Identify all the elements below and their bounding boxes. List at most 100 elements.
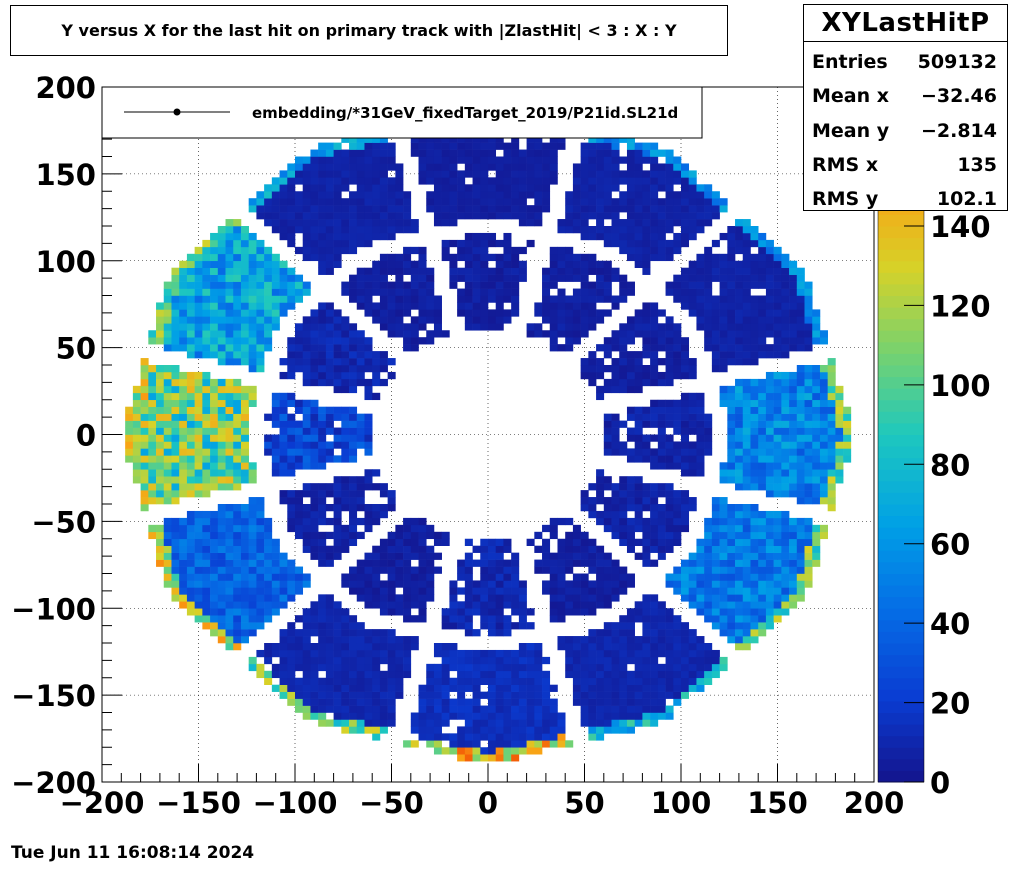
heat-cell (140, 371, 149, 380)
heat-cell (217, 309, 226, 317)
heat-cell (325, 684, 334, 692)
heat-cell (441, 698, 450, 706)
heat-cell (765, 392, 774, 401)
heat-cell (773, 344, 782, 352)
heat-cell (572, 163, 581, 171)
heat-cell (349, 476, 358, 484)
heat-cell (217, 378, 226, 387)
heat-cell (217, 434, 226, 442)
heat-cell (711, 566, 720, 574)
heat-cell (796, 392, 805, 401)
heat-cell (410, 302, 419, 310)
heat-cell (349, 239, 358, 248)
heat-cell (472, 288, 481, 296)
heat-cell (310, 239, 319, 248)
heat-cell (480, 253, 489, 262)
heat-cell (488, 698, 497, 706)
heat-cell (341, 490, 350, 498)
heat-cell (735, 601, 744, 609)
heat-cell (186, 490, 195, 498)
heat-cell (688, 392, 697, 401)
heat-cell (804, 392, 813, 401)
heat-cell (426, 580, 435, 588)
heat-cell (333, 615, 342, 623)
heat-cell (403, 309, 412, 317)
heat-cell (202, 253, 211, 262)
heat-cell (835, 455, 844, 463)
heat-cell (341, 239, 350, 248)
heat-cell (735, 462, 744, 470)
heat-cell (681, 691, 690, 699)
heat-cell (395, 601, 404, 609)
heat-cell (580, 198, 589, 206)
heat-cell (148, 434, 157, 442)
heat-cell (364, 726, 373, 734)
heat-cell (642, 198, 651, 206)
heat-cell (742, 629, 751, 637)
heat-cell (673, 351, 682, 359)
heat-cell (395, 177, 404, 185)
heat-cell (681, 663, 690, 672)
heat-cell (742, 246, 751, 255)
heat-cell (125, 413, 134, 421)
heat-cell (310, 309, 319, 317)
heat-cell (233, 420, 242, 428)
heat-cell (580, 531, 589, 540)
heat-cell (333, 309, 342, 317)
heat-cell (603, 670, 612, 679)
heat-cell (765, 267, 774, 275)
heat-cell (796, 413, 805, 421)
heat-cell (626, 476, 635, 484)
heat-cell (403, 198, 412, 206)
heat-cell (395, 580, 404, 588)
heat-cell (534, 330, 543, 338)
heat-cell (488, 587, 497, 595)
heat-cell (464, 316, 473, 324)
heat-cell (240, 344, 249, 352)
heat-cell (773, 351, 782, 359)
heat-cell (580, 274, 589, 282)
heat-cell (202, 615, 211, 623)
heat-cell (781, 455, 790, 463)
heat-cell (349, 719, 358, 727)
heat-cell (194, 246, 203, 255)
y-tick-label: −100 (11, 592, 96, 626)
heat-cell (619, 205, 628, 213)
heat-cell (727, 587, 736, 595)
heat-cell (403, 538, 412, 546)
heat-cell (549, 135, 558, 143)
heat-cell (488, 267, 497, 275)
heat-cell (356, 587, 365, 595)
heat-cell (534, 719, 543, 727)
heat-cell (634, 719, 643, 727)
heat-cell (812, 490, 821, 498)
heat-cell (642, 552, 651, 560)
heat-cell (603, 517, 612, 526)
heat-cell (495, 712, 504, 720)
heat-cell (580, 170, 589, 178)
heat-cell (171, 538, 180, 546)
heat-cell (364, 351, 373, 359)
heat-cell (379, 232, 388, 241)
heat-cell (727, 344, 736, 352)
heat-cell (580, 573, 589, 581)
heat-cell (758, 399, 767, 407)
heat-cell (488, 615, 497, 623)
heat-cell (611, 274, 620, 282)
heat-cell (240, 385, 249, 394)
heat-cell (310, 622, 319, 630)
heat-cell (379, 309, 388, 317)
heat-cell (650, 358, 659, 366)
heat-cell (248, 504, 257, 512)
heat-cell (758, 580, 767, 588)
heat-cell (333, 253, 342, 262)
heat-cell (341, 344, 350, 352)
heat-cell (603, 691, 612, 699)
heat-cell (210, 469, 219, 477)
heat-cell (279, 677, 288, 685)
heat-cell (179, 587, 188, 595)
heat-cell (549, 573, 558, 581)
heat-cell (495, 260, 504, 268)
heat-cell (194, 371, 203, 380)
heat-cell (603, 163, 612, 171)
